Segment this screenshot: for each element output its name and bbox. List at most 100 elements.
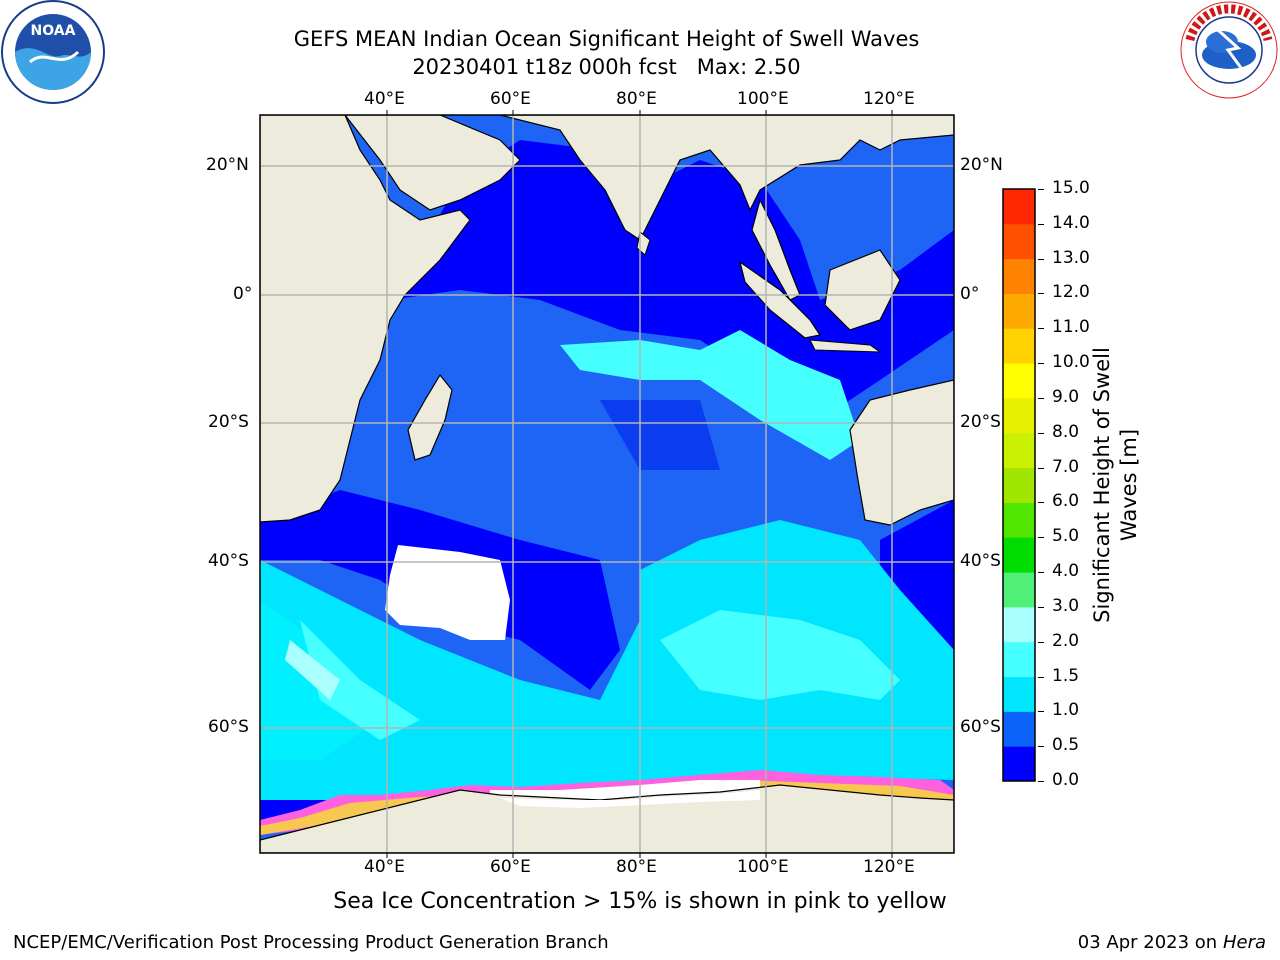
colorbar-segment xyxy=(1003,502,1035,538)
colorbar-segment xyxy=(1003,397,1035,434)
sea-ice-note: Sea Ice Concentration > 15% is shown in … xyxy=(333,889,947,914)
lon-label-bottom: 40°E xyxy=(364,857,405,877)
colorbar-tick-label: 5.0 xyxy=(1052,526,1080,547)
colorbar-tick-label: 0.0 xyxy=(1052,770,1080,790)
colorbar-tick-mark xyxy=(1038,467,1044,469)
land-madagascar xyxy=(407,373,453,461)
colorbar-tick-label: 1.5 xyxy=(1052,665,1080,686)
colorbar-tick-mark xyxy=(1038,432,1044,434)
lon-label-top: 80°E xyxy=(616,89,657,109)
lat-label-left: 20°S xyxy=(208,412,249,432)
lat-label-right: 0° xyxy=(960,284,980,304)
colorbar-segment xyxy=(1003,606,1035,643)
land-antarctica xyxy=(260,784,954,853)
footer-credit: NCEP/EMC/Verification Post Processing Pr… xyxy=(13,932,609,953)
gridlines xyxy=(260,115,954,853)
lon-label-bottom: 60°E xyxy=(490,857,531,877)
lat-label-right: 20°N xyxy=(960,155,1003,175)
colorbar-tick-mark xyxy=(1038,223,1044,225)
footer-host: Hera xyxy=(1222,932,1266,953)
land-asia xyxy=(499,115,954,241)
swell-field-mid xyxy=(260,520,954,800)
lon-label-bottom: 120°E xyxy=(863,857,915,877)
colorbar-tick-label: 6.0 xyxy=(1052,491,1080,512)
colorbar-tick-mark xyxy=(1038,293,1044,295)
colorbar-tick-mark xyxy=(1038,746,1044,748)
colorbar-segment xyxy=(1003,189,1035,225)
lon-label-top: 100°E xyxy=(737,89,789,109)
land-borneo xyxy=(824,249,901,331)
lat-label-right: 60°S xyxy=(960,717,1001,737)
colorbar-tick-label: 13.0 xyxy=(1052,247,1090,268)
colorbar-segment xyxy=(1003,537,1035,573)
colorbar-tick-mark xyxy=(1038,258,1044,260)
lat-label-left: 40°S xyxy=(208,551,249,571)
colorbar-segment xyxy=(1003,432,1035,469)
colorbar-segment xyxy=(1003,746,1035,782)
colorbar-tick-label: 7.0 xyxy=(1052,456,1080,477)
lat-label-left: 20°N xyxy=(206,155,249,175)
missing-data-patch xyxy=(385,545,510,640)
chart-subtitle: 20230401 t18z 000h fcst Max: 2.50 xyxy=(412,55,801,79)
colorbar-segment xyxy=(1003,572,1035,608)
colorbar-tick-label: 10.0 xyxy=(1052,352,1090,373)
colorbar-tick-label: 11.0 xyxy=(1052,317,1090,338)
colorbar-tick-label: 15.0 xyxy=(1052,178,1090,198)
svg-text:NOAA: NOAA xyxy=(31,23,76,39)
colorbar-label: Significant Height of Swell Waves [m] xyxy=(1090,347,1141,623)
colorbar-tick-mark xyxy=(1038,502,1044,504)
lat-label-left: 60°S xyxy=(208,717,249,737)
lat-label-right: 40°S xyxy=(960,551,1001,571)
lon-label-bottom: 100°E xyxy=(737,857,789,877)
colorbar-tick-mark xyxy=(1038,781,1044,782)
chart-title: GEFS MEAN Indian Ocean Significant Heigh… xyxy=(293,27,920,51)
map-frame xyxy=(259,114,955,854)
colorbar-segment xyxy=(1003,223,1035,260)
colorbar-tick-mark xyxy=(1038,397,1044,399)
colorbar-segment xyxy=(1003,711,1035,747)
swell-field-low-north xyxy=(390,140,954,420)
swell-field-high-south xyxy=(300,620,420,740)
land-malay xyxy=(751,198,801,301)
colorbar-segment xyxy=(1003,467,1035,503)
lon-label-bottom: 80°E xyxy=(616,857,657,877)
footer-date: 03 Apr 2023 on Hera xyxy=(1078,932,1266,953)
colorbar-tick-label: 12.0 xyxy=(1052,282,1090,303)
swell-field-high-north xyxy=(560,330,860,460)
lon-label-top: 60°E xyxy=(490,89,531,109)
colorbar-tick-mark xyxy=(1038,328,1044,330)
lon-label-top: 40°E xyxy=(364,89,405,109)
colorbar-segment xyxy=(1003,293,1035,329)
footer-date-text: 03 Apr 2023 on xyxy=(1077,932,1223,953)
colorbar-tick-mark xyxy=(1038,641,1044,643)
colorbar-segment xyxy=(1003,641,1035,678)
lat-label-left: 0° xyxy=(233,284,253,304)
land-arabia xyxy=(344,115,521,211)
colorbar-tick-label: 0.5 xyxy=(1052,735,1080,756)
land-australia xyxy=(849,379,954,526)
colorbar-segment xyxy=(1003,363,1035,399)
colorbar-segment xyxy=(1003,328,1035,364)
colorbar-tick-mark xyxy=(1038,711,1044,713)
colorbar-tick-label: 2.0 xyxy=(1052,630,1080,651)
colorbar xyxy=(1002,188,1036,782)
nws-logo xyxy=(1180,1,1278,99)
colorbar-tick-mark xyxy=(1038,676,1044,678)
colorbar-tick-label: 8.0 xyxy=(1052,421,1080,442)
colorbar-tick-mark xyxy=(1038,537,1044,539)
colorbar-segment xyxy=(1003,676,1035,712)
colorbar-tick-mark xyxy=(1038,572,1044,574)
colorbar-tick-label: 1.0 xyxy=(1052,700,1080,721)
colorbar-tick-label: 3.0 xyxy=(1052,595,1080,616)
colorbar-tick-label: 14.0 xyxy=(1052,212,1090,233)
colorbar-tick-mark xyxy=(1038,189,1044,190)
colorbar-tick-mark xyxy=(1038,363,1044,365)
colorbar-segment xyxy=(1003,258,1035,294)
colorbar-tick-label: 9.0 xyxy=(1052,386,1080,407)
colorbar-tick-mark xyxy=(1038,606,1044,608)
colorbar-tick-label: 4.0 xyxy=(1052,561,1080,582)
noaa-logo: NOAA xyxy=(1,0,105,104)
lon-label-top: 120°E xyxy=(863,89,915,109)
lat-label-right: 20°S xyxy=(960,412,1001,432)
